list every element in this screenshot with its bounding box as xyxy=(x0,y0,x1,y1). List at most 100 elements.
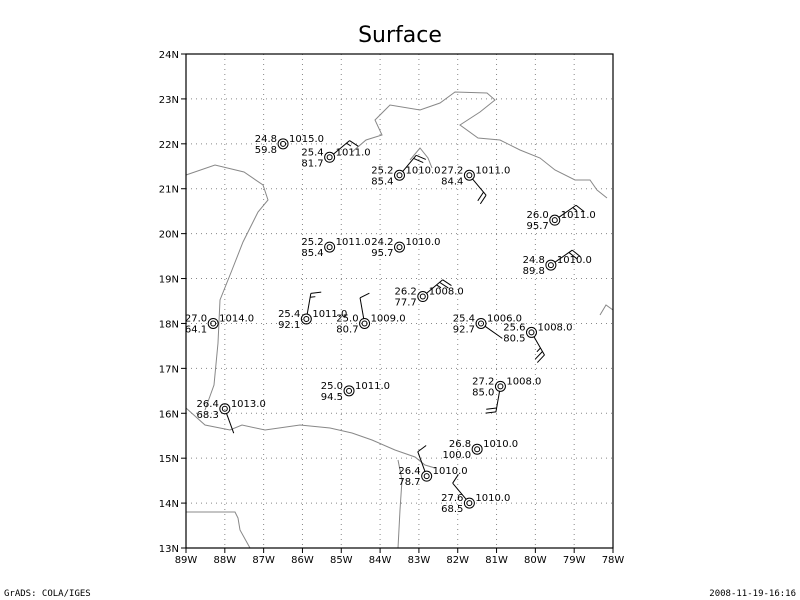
station-pressure: 1010.0 xyxy=(433,466,468,477)
station-temperature: 27.2 xyxy=(441,165,463,176)
wind-barb xyxy=(536,354,545,363)
station: 26.095.7 1011.0 xyxy=(527,204,596,232)
wind-barb xyxy=(439,281,449,289)
station-pressure: 1008.0 xyxy=(537,322,572,333)
station-marker-inner xyxy=(551,217,558,224)
wind-staff xyxy=(484,325,503,339)
x-tick-label: 82W xyxy=(446,555,469,566)
wind-staff xyxy=(417,451,426,472)
x-tick-label: 80W xyxy=(524,555,547,566)
coastline-southwest xyxy=(186,511,251,549)
wind-staff xyxy=(533,336,545,356)
station-humidity: 64.1 xyxy=(185,324,207,335)
station-temperature: 25.4 xyxy=(301,147,323,158)
station: 27.668.5 1010.0 xyxy=(441,474,510,515)
wind-barb xyxy=(477,191,484,202)
station: 25.492.1 1011.0 xyxy=(278,291,347,331)
station-marker-outer xyxy=(463,169,475,181)
station-marker-inner xyxy=(497,383,504,390)
station-marker-outer xyxy=(394,169,405,181)
y-tick-label: 21N xyxy=(159,185,179,196)
station-humidity: 95.7 xyxy=(371,248,393,259)
station-pressure: 1009.0 xyxy=(371,313,406,324)
x-tick-label: 83W xyxy=(408,555,431,566)
station-observations: 24.859.81015.025.481.71011.025.285.41010… xyxy=(185,134,596,515)
station: 24.889.8 1010.0 xyxy=(523,249,592,277)
y-tick-label: 23N xyxy=(159,95,179,106)
wind-barb xyxy=(575,204,585,213)
station-marker-outer xyxy=(219,403,231,415)
y-tick-label: 19N xyxy=(159,275,179,286)
station: 26.478.7 1010.0 xyxy=(398,445,468,488)
station-marker-outer xyxy=(545,259,557,271)
coastline-cuba xyxy=(351,91,608,199)
map-frame xyxy=(185,53,614,549)
station-humidity: 94.5 xyxy=(321,392,343,403)
station-marker-inner xyxy=(280,140,287,147)
wind-barb xyxy=(416,154,426,160)
station-marker-inner xyxy=(326,244,333,251)
station-marker-outer xyxy=(463,497,475,509)
station-marker-inner xyxy=(547,262,554,269)
station: 24.295.7 1010.0 xyxy=(371,237,440,259)
station: 25.080.7 1009.0 xyxy=(336,292,406,335)
coastline-nicaragua xyxy=(397,459,403,549)
wind-barb xyxy=(452,474,459,484)
wind-barb xyxy=(568,252,578,260)
wind-staff xyxy=(452,482,467,500)
station-marker-outer xyxy=(549,214,561,226)
station-temperature: 24.8 xyxy=(255,134,277,145)
station-humidity: 59.8 xyxy=(255,145,277,156)
x-tick-label: 81W xyxy=(485,555,508,566)
y-tick-label: 22N xyxy=(159,140,179,151)
y-tick-label: 18N xyxy=(159,319,179,330)
station-pressure: 1010.0 xyxy=(475,493,510,504)
station-marker-outer xyxy=(494,380,506,392)
station: 25.481.7 1011.0 xyxy=(301,140,371,169)
station: 25.680.5 1008.0 xyxy=(503,322,572,363)
station-pressure: 1011.0 xyxy=(336,147,371,158)
station-temperature: 27.6 xyxy=(441,493,463,504)
station-marker-inner xyxy=(478,320,485,327)
wind-barb-half xyxy=(572,207,578,212)
station-pressure: 1008.0 xyxy=(506,376,541,387)
wind-barb-half xyxy=(436,284,442,289)
station-humidity: 84.4 xyxy=(441,176,463,187)
station-humidity: 81.7 xyxy=(301,158,323,169)
station-marker-outer xyxy=(300,313,312,325)
y-tick-label: 20N xyxy=(159,230,179,241)
station: 24.859.8 1015.0 xyxy=(255,134,324,156)
station-pressure: 1014.0 xyxy=(219,313,254,324)
station-temperature: 25.2 xyxy=(371,165,393,176)
station-marker-inner xyxy=(326,154,333,161)
wind-barb xyxy=(310,291,322,294)
station: 26.468.3 1013.0 xyxy=(197,399,266,434)
station-marker-outer xyxy=(475,317,487,329)
wind-staff xyxy=(472,178,487,196)
station-humidity: 77.7 xyxy=(395,298,417,309)
station-pressure: 1010.0 xyxy=(406,165,441,176)
station-pressure: 1006.0 xyxy=(487,313,522,324)
station-pressure: 1008.0 xyxy=(429,287,464,298)
station-marker-inner xyxy=(466,500,473,507)
station-temperature: 25.6 xyxy=(503,322,525,333)
wind-barb xyxy=(534,351,543,360)
station-marker-outer xyxy=(525,326,537,338)
station: 25.285.4 1010.0 xyxy=(371,154,441,187)
station-marker-outer xyxy=(324,151,336,163)
wind-barb-half xyxy=(536,347,541,353)
x-tick-label: 86W xyxy=(291,555,314,566)
wind-barb-half xyxy=(310,296,316,298)
station-temperature: 26.0 xyxy=(527,210,549,221)
station-temperature: 26.2 xyxy=(395,287,417,298)
x-tick-label: 88W xyxy=(214,555,237,566)
station-humidity: 68.3 xyxy=(197,410,219,421)
station-marker-inner xyxy=(396,172,403,179)
station-pressure: 1011.0 xyxy=(355,381,390,392)
station-pressure: 1015.0 xyxy=(289,134,324,145)
station: 25.094.5 1011.0 xyxy=(321,381,390,403)
station-marker-inner xyxy=(221,405,228,412)
station-pressure: 1010.0 xyxy=(483,439,518,450)
station-pressure: 1011.0 xyxy=(475,165,510,176)
